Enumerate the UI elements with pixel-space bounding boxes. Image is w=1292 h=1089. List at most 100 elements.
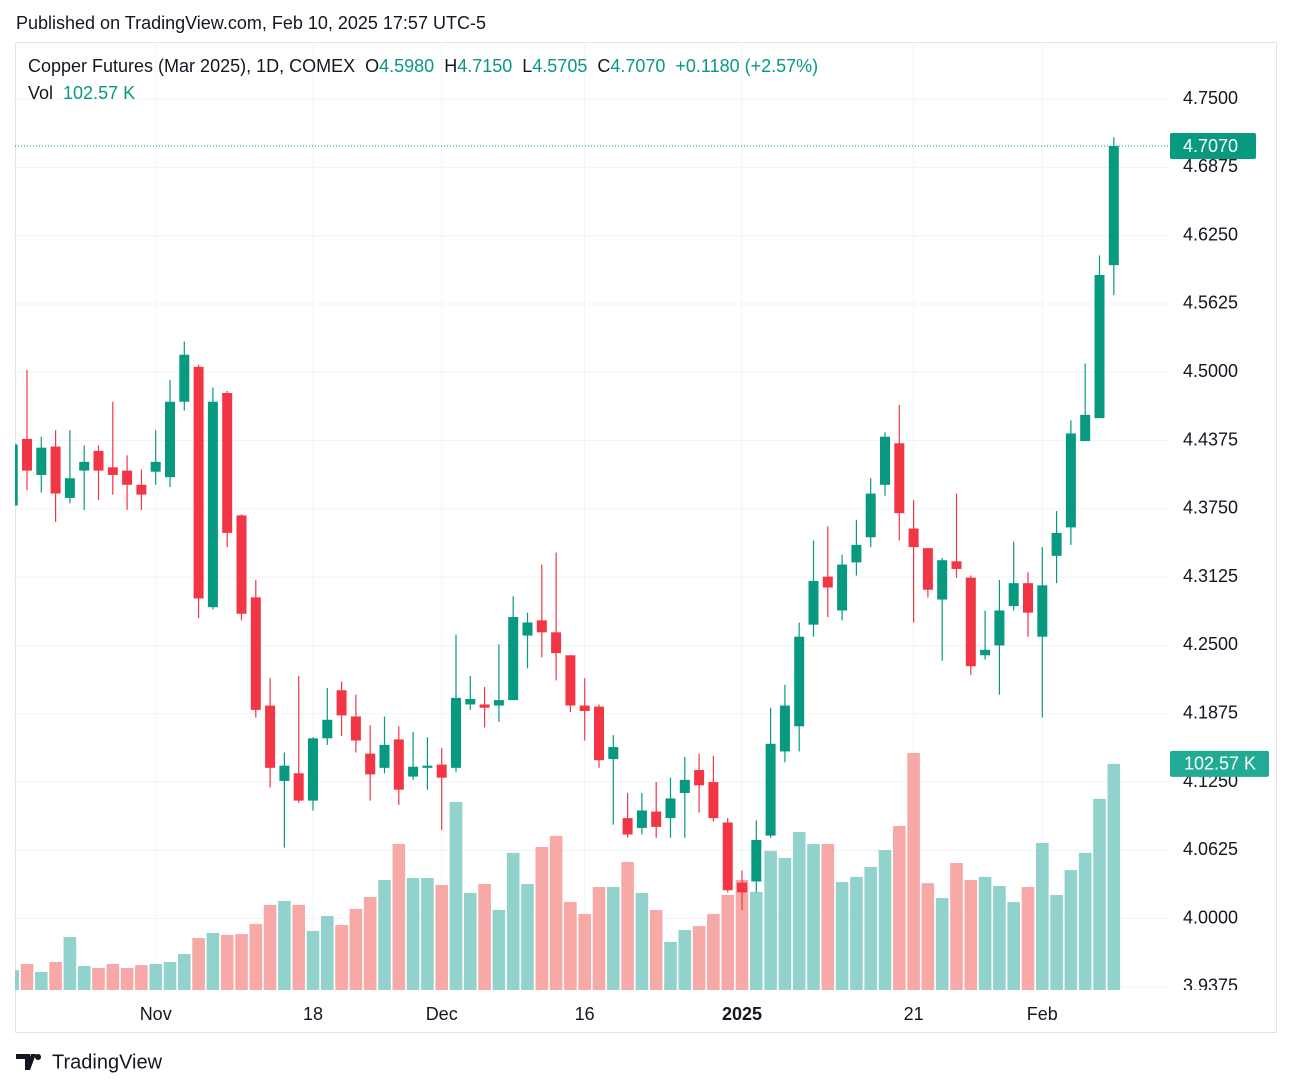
candle-body [479,704,490,708]
y-tick-label: 4.3125 [1183,566,1238,586]
volume-bar [778,857,792,990]
volume-bar [392,844,406,990]
candle-body [508,617,519,701]
volume-bar [335,924,348,990]
y-tick-label: 4.7500 [1183,88,1238,108]
candle-body [722,822,733,891]
volume-pane [15,753,1121,990]
candle-body [522,622,533,636]
candle-body [951,561,962,569]
candle-body [236,515,247,614]
x-tick-label: 21 [904,1004,924,1024]
last-volume-tag [1170,750,1269,777]
candle-body [365,753,376,775]
y-tick-label: 4.5625 [1183,293,1238,313]
volume-bar [807,844,820,990]
candle-body [622,818,633,835]
candle-body [837,564,848,611]
volume-bar [1036,842,1049,990]
volume-bar [1093,798,1106,990]
candle-body [222,393,233,533]
volume-bar [149,963,162,990]
candle-body [880,436,890,485]
volume-bar [20,963,34,990]
y-tick-label: 4.0625 [1183,839,1238,859]
candle-body [1094,274,1105,419]
volume-bar [1078,852,1092,990]
x-tick-label: Feb [1027,1004,1058,1024]
y-tick-label: 4.0000 [1183,907,1238,927]
candle-body [36,447,47,475]
candle-body [250,597,261,710]
candle-body [1051,532,1062,556]
legend-change: +0.1180 (+2.57%) [675,56,818,76]
x-tick-label: 18 [303,1004,323,1024]
candle-body [579,705,590,712]
candle-body [451,697,461,768]
candle-body [279,765,290,781]
candle-body [536,620,547,633]
volume-bar [721,894,734,990]
volume-bar [478,883,491,990]
candle-body [1065,433,1076,528]
volume-bar [835,881,849,990]
volume-bar [15,970,20,990]
y-tick-label: 4.6250 [1183,224,1238,244]
candle-body [679,779,690,793]
volume-bar [35,971,48,990]
candle-body [22,438,32,471]
candle-body [93,450,104,471]
volume-bar [220,934,234,990]
volume-bar [750,891,763,990]
volume-bar [993,885,1006,990]
candle-body [322,719,333,739]
candle-body [1037,585,1048,637]
volume-bar [435,885,448,990]
candle-body [765,743,776,836]
x-tick-label: Dec [426,1004,458,1024]
volume-bar [1050,894,1063,990]
grid [15,42,1170,990]
x-tick-label: 16 [575,1004,595,1024]
y-tick-label: 4.4375 [1183,429,1238,449]
candle-body [379,744,390,768]
last-price-label: 4.7070 [1183,136,1238,156]
candle-body [179,354,190,402]
candle-body [1108,146,1119,266]
candle-body [608,747,619,760]
volume-bar [506,852,520,990]
legend-value: 4.5980 [379,56,434,76]
candle-body [79,461,90,471]
volume-bar [120,967,134,990]
candle-body [994,610,1005,646]
volume-bar [464,892,477,990]
volume-bar [907,753,920,990]
volume-bar [678,930,692,990]
brand-logo [16,1054,42,1070]
volume-bar [964,879,978,990]
volume-bar [549,835,563,990]
candle-body [465,698,476,705]
volume-bar [449,801,463,990]
volume-bar [850,876,863,990]
legend-value: 4.5705 [532,56,587,76]
volume-bar [1021,887,1035,990]
volume-bar [306,930,320,990]
candle-body [937,560,948,600]
volume-bar [63,937,77,990]
volume-bar [921,883,935,990]
candle-body [207,401,218,608]
volume-bar [821,844,835,990]
volume-bar [878,850,892,990]
candle-body [922,548,933,590]
candle-body [122,470,133,485]
volume-bar [649,909,663,990]
volume-bar [363,896,377,990]
legend-title: Copper Futures (Mar 2025), 1D, COMEX O4.5… [28,56,818,76]
volume-bar [893,825,906,990]
candle-body [1023,583,1033,613]
volume-bar [864,866,877,990]
volume-bar [278,900,291,990]
candle-body [1008,583,1019,607]
legend-value: 4.7070 [610,56,665,76]
